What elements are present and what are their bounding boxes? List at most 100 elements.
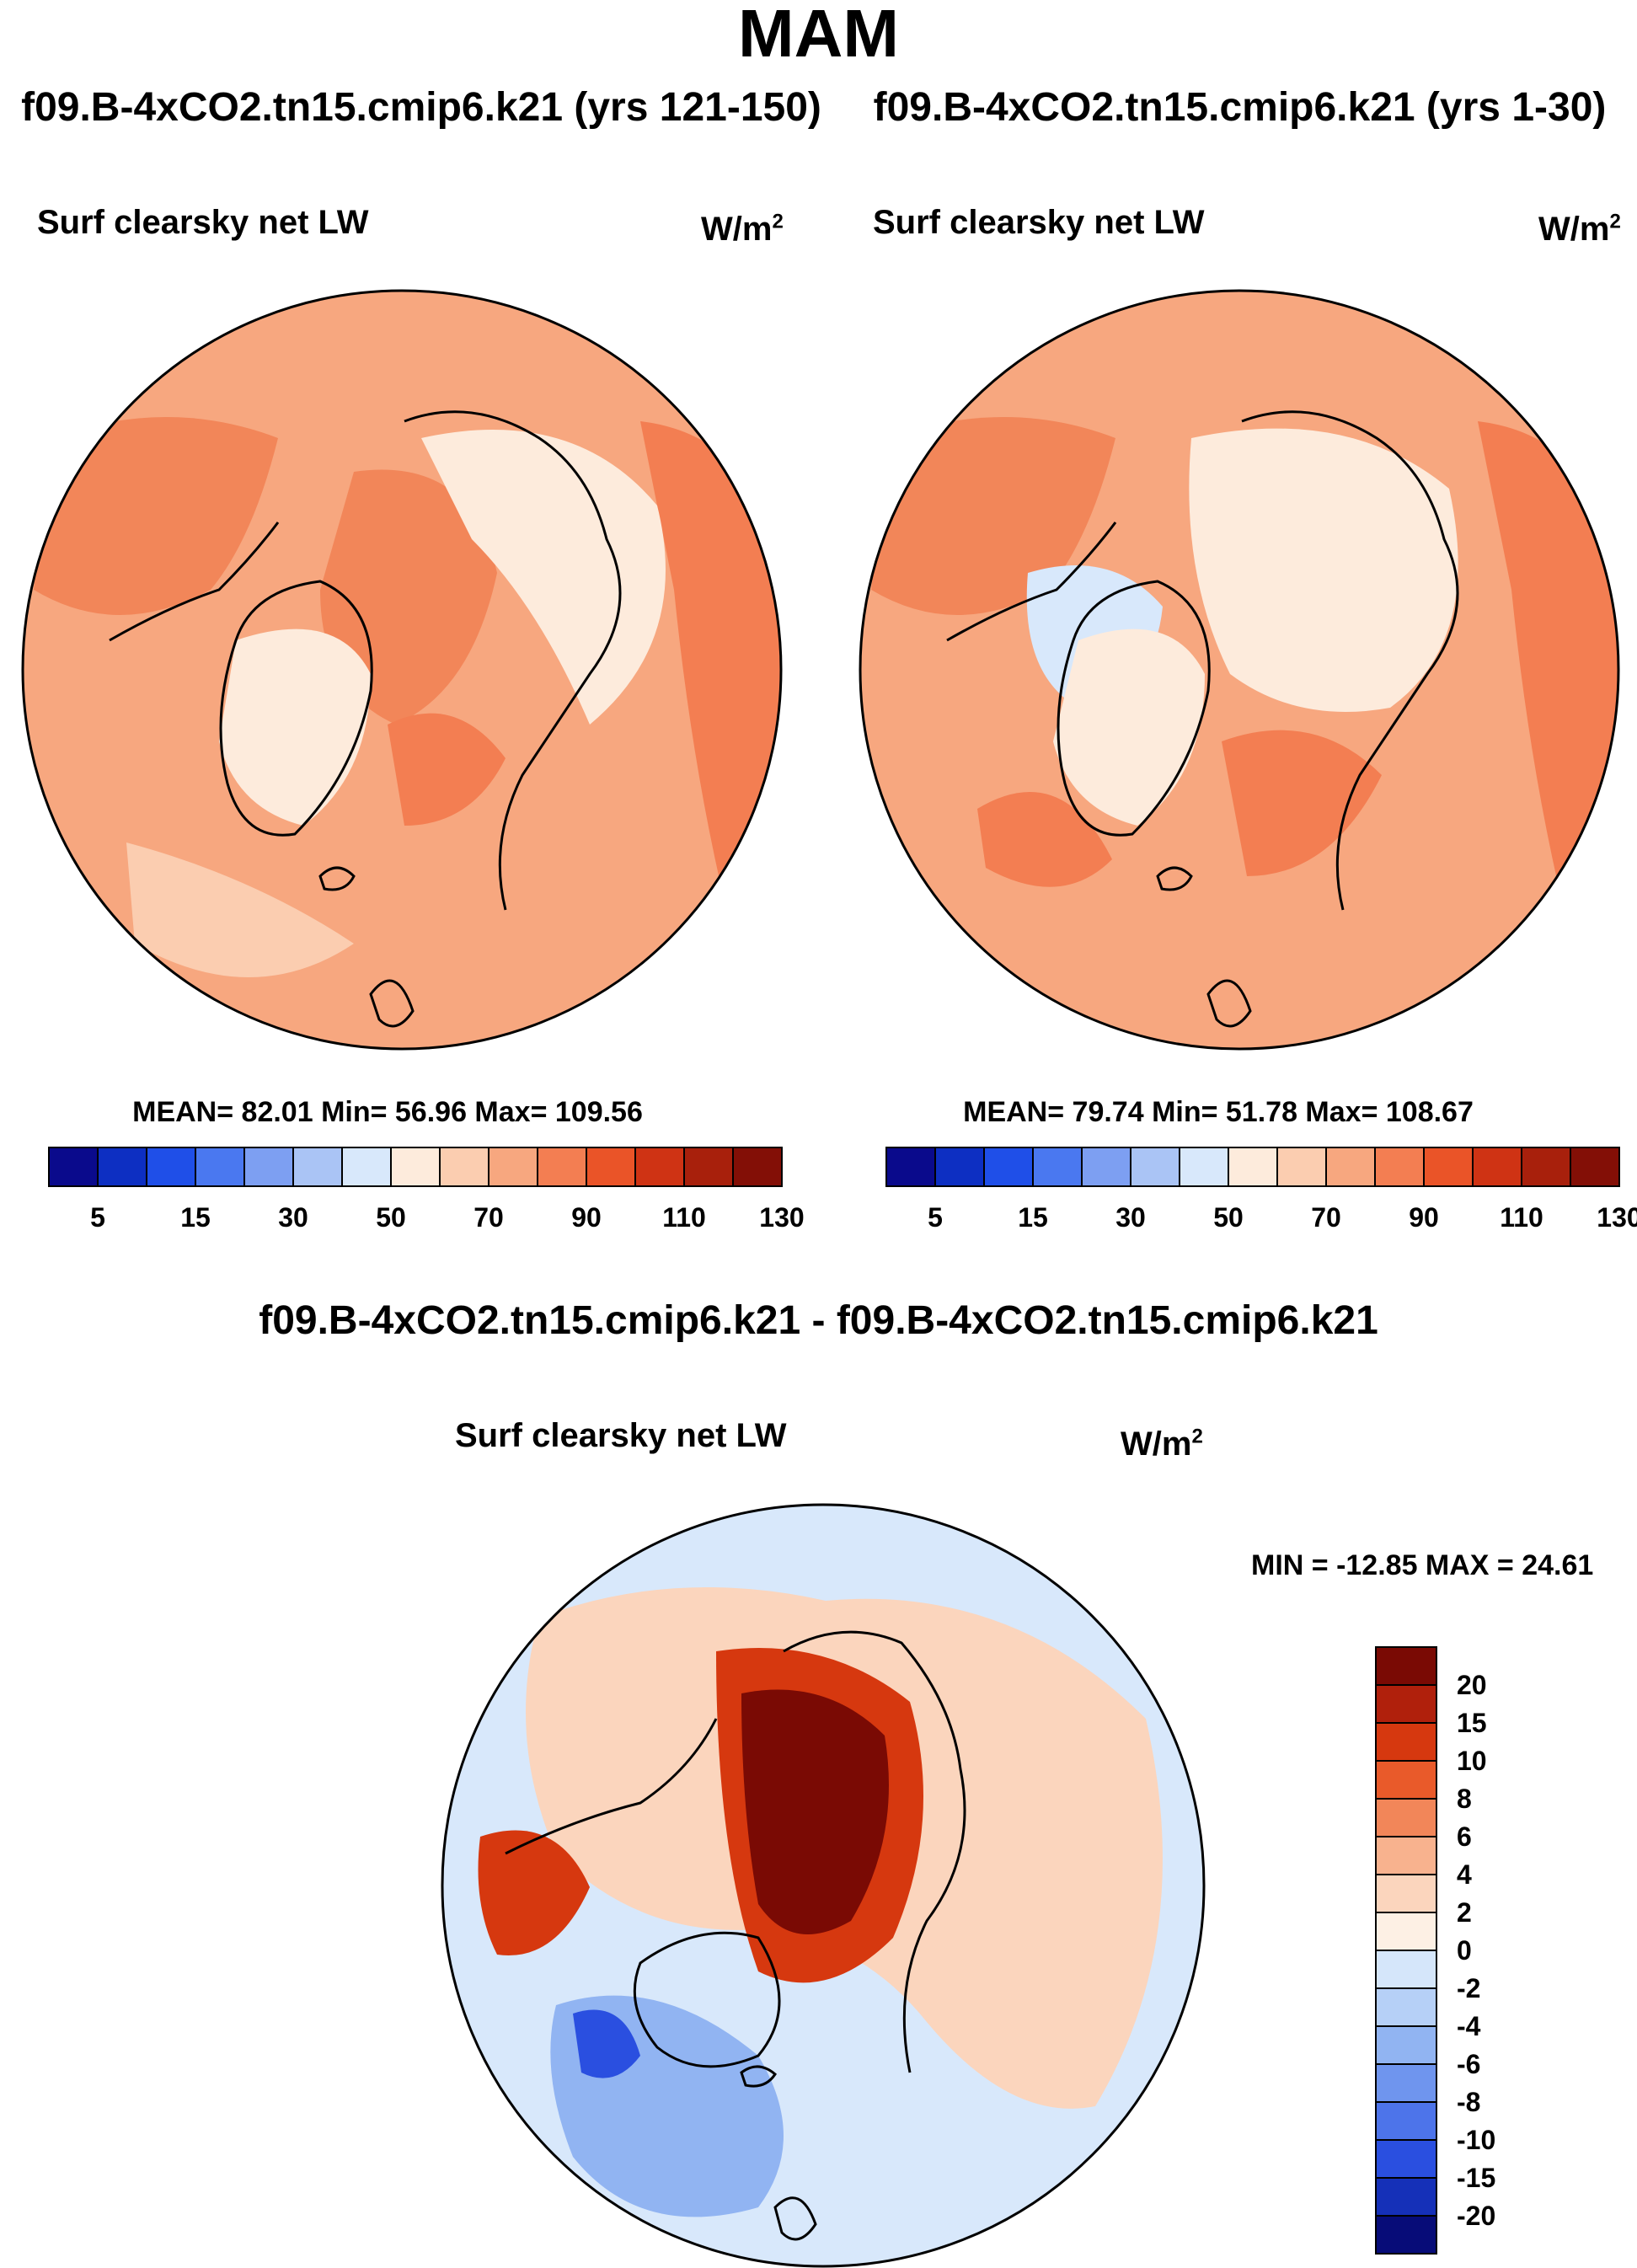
colorbar-1-swatch — [732, 1147, 783, 1187]
colorbar-1-swatch — [390, 1147, 441, 1187]
map-3-outline — [441, 1503, 1206, 2268]
panel-3-title: f09.B-4xCO2.tn15.cmip6.k21 - f09.B-4xCO2… — [259, 1298, 1378, 1343]
colorbar-1-swatch — [243, 1147, 294, 1187]
colorbar-1-tick-label: 30 — [278, 1202, 308, 1233]
colorbar-1-swatch — [195, 1147, 245, 1187]
colorbar-2-swatch — [1325, 1147, 1376, 1187]
map-2-shade-north-atlantic — [871, 417, 1115, 615]
map-1-shade-pacific — [640, 421, 781, 901]
colorbar-3-tick-label: 15 — [1457, 1708, 1487, 1738]
colorbar-2-tick-label: 130 — [1597, 1202, 1637, 1233]
map-panel-3 — [441, 1503, 1206, 2268]
colorbar-2-swatch — [885, 1147, 936, 1187]
colorbar-3-tick-label: -8 — [1457, 2087, 1480, 2117]
colorbar-1: 5 15 30 50 70 90 110 130 — [48, 1147, 805, 1233]
colorbar-3-swatch — [1375, 1646, 1437, 1686]
colorbar-3-tick-label: -10 — [1457, 2125, 1495, 2155]
colorbar-1-tick-label: 70 — [473, 1202, 504, 1233]
colorbar-3-tick-label: 2 — [1457, 1897, 1472, 1928]
colorbar-1-tick-label: 50 — [376, 1202, 406, 1233]
map-3-coastline-eurasia — [783, 1630, 966, 2073]
colorbar-2-swatch — [1081, 1147, 1131, 1187]
map-3-coastline-greenland — [633, 1931, 781, 2068]
colorbar-3-swatch — [1375, 1836, 1437, 1875]
colorbar-3-swatch — [1375, 1987, 1437, 2027]
colorbar-1-swatch — [146, 1147, 196, 1187]
map-3-coastline-britain — [773, 2196, 817, 2241]
map-2-shade-arctic-ocean — [1189, 428, 1458, 712]
panel-2-stats-label: MEAN= 79.74 Min= 51.78 Max= 108.67 — [963, 1096, 1474, 1128]
panel-3-units-label: W/m2 — [1121, 1425, 1203, 1463]
colorbar-3-swatch — [1375, 1912, 1437, 1951]
colorbar-3-swatch — [1375, 2139, 1437, 2179]
colorbar-1-swatch — [341, 1147, 392, 1187]
panel-2-units-label: W/m2 — [1538, 210, 1621, 248]
colorbar-1-swatch — [488, 1147, 538, 1187]
map-3-shade-arctic-max — [741, 1689, 889, 1934]
map-1-shade-barents — [388, 713, 506, 826]
map-2-shade-greenland — [1053, 629, 1205, 826]
colorbar-3-tick-label: -6 — [1457, 2049, 1480, 2079]
panel-3-stats-label: MIN = -12.85 MAX = 24.61 — [1251, 1549, 1594, 1581]
panel-1-variable-label: Surf clearsky net LW — [37, 204, 369, 241]
colorbar-2: 5 15 30 50 70 90 110 130 — [885, 1147, 1637, 1233]
colorbar-1-swatch — [292, 1147, 343, 1187]
panel-2-variable-label: Surf clearsky net LW — [873, 204, 1205, 241]
colorbar-2-tick-label: 30 — [1115, 1202, 1146, 1233]
map-1-shade-greenland — [219, 629, 371, 826]
colorbar-3-swatch — [1375, 1722, 1437, 1762]
colorbar-1-swatch — [48, 1147, 99, 1187]
colorbar-3-tick-label: -2 — [1457, 1973, 1480, 2003]
map-3-coastline-canada — [505, 1718, 718, 1855]
panel-1-title: f09.B-4xCO2.tn15.cmip6.k21 (yrs 121-150) — [21, 85, 821, 130]
colorbar-2-swatch — [1570, 1147, 1620, 1187]
colorbar-3-swatch — [1375, 1798, 1437, 1837]
colorbar-2-swatch — [1374, 1147, 1425, 1187]
map-1-coastline-canada — [109, 522, 280, 642]
colorbar-1-tick-label: 110 — [662, 1202, 706, 1233]
map-1-shade-north-atlantic — [34, 417, 278, 615]
map-2-coastline-greenland — [1057, 580, 1211, 837]
map-3-coastline-iceland — [740, 2065, 777, 2088]
colorbar-3-tick-label: 20 — [1457, 1670, 1487, 1700]
map-2-coastline-iceland — [1156, 866, 1193, 891]
map-2-coastline-eurasia — [1241, 410, 1459, 911]
map-1-coastline-britain — [369, 979, 415, 1028]
colorbar-1-tick-label: 130 — [759, 1202, 804, 1233]
panel-3-variable-label: Surf clearsky net LW — [455, 1417, 787, 1454]
map-2-shade-pacific — [1478, 421, 1618, 901]
map-1-coastline-eurasia — [404, 410, 622, 911]
colorbar-3-tick-label: -15 — [1457, 2163, 1495, 2193]
colorbar-1-tick-label: 90 — [571, 1202, 602, 1233]
colorbar-2-swatch — [1032, 1147, 1083, 1187]
map-panel-1 — [21, 289, 783, 1051]
colorbar-3-tick-label: 0 — [1457, 1935, 1472, 1966]
colorbar-2-swatch — [1228, 1147, 1278, 1187]
colorbar-3-swatch — [1375, 2025, 1437, 2065]
map-2-coastline-britain — [1206, 979, 1252, 1028]
colorbar-2-swatch — [934, 1147, 985, 1187]
colorbar-1-tick-label: 15 — [180, 1202, 211, 1233]
panel-1-stats-label: MEAN= 82.01 Min= 56.96 Max= 109.56 — [132, 1096, 643, 1128]
colorbar-2-tick-label: 90 — [1409, 1202, 1439, 1233]
colorbar-3-swatch — [1375, 1684, 1437, 1724]
map-2-shade-barents — [1222, 730, 1382, 876]
map-1-coastline-greenland — [219, 580, 373, 837]
colorbar-1-swatch — [586, 1147, 636, 1187]
colorbar-1-swatch — [537, 1147, 587, 1187]
colorbar-3-swatch — [1375, 1760, 1437, 1800]
colorbar-2-swatch — [1179, 1147, 1229, 1187]
map-1-shade-arctic-ocean — [320, 469, 497, 725]
colorbar-3-swatch — [1375, 2063, 1437, 2103]
colorbar-2-swatch — [1276, 1147, 1327, 1187]
colorbar-2-swatch — [1521, 1147, 1571, 1187]
map-3-shade-hudson-bay — [478, 1830, 590, 1955]
map-panel-2 — [859, 289, 1620, 1051]
map-2-outline — [859, 289, 1620, 1051]
panel-2-title: f09.B-4xCO2.tn15.cmip6.k21 (yrs 1-30) — [873, 85, 1607, 130]
colorbar-3-swatch — [1375, 2177, 1437, 2217]
map-1-coastline-iceland — [318, 866, 356, 891]
map-3-shade-labrador-min — [573, 2009, 640, 2078]
colorbar-2-swatch — [1130, 1147, 1180, 1187]
colorbar-1-swatch — [683, 1147, 734, 1187]
